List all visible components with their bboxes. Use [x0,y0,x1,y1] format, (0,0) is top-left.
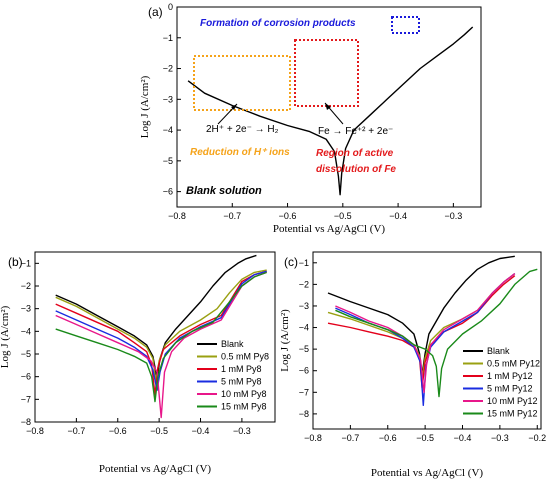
y-tick-label: −8 [21,417,31,427]
x-tick-label: −0.3 [491,433,509,443]
series-line-15-mm-py8 [55,271,267,403]
panel-label: (a) [148,5,163,19]
series-line-10-mm-py12 [335,273,516,393]
x-axis-title: Potential vs Ag/AgCl (V) [371,467,483,479]
y-tick-label: −3 [299,301,309,311]
x-tick-label: −0.7 [67,426,85,436]
legend-label: 10 mM Py12 [487,396,538,406]
x-tick-label: −0.8 [304,433,322,443]
x-tick-label: −0.2 [528,433,546,443]
y-axis-title: Log J (A/cm²) [0,305,11,368]
series-line-15-mm-py12 [335,268,538,398]
active-region-box [294,39,359,107]
y-tick-label: −2 [163,64,173,74]
y-tick-label: −4 [163,125,173,135]
y-tick-label: 0 [168,2,173,12]
series-line-blank-solution [187,26,474,196]
x-tick-label: −0.4 [389,211,407,221]
corrosion-region-box [391,16,420,34]
x-tick-label: −0.5 [416,433,434,443]
series-line-1-mm-py8 [55,270,267,396]
legend-label: 0.5 mM Py8 [221,352,269,362]
legend-label: 1 mM Py8 [221,364,262,374]
y-tick-label: −3 [21,304,31,314]
chart-panel-c: −0.8 −0.7 −0.6 −0.5 −0.4 −0.3 −0.2 −1 −2 −3 −4 −5 −6… [279,251,546,479]
x-tick-label: −0.8 [168,211,186,221]
x-axis-title: Potential vs Ag/AgCl (V) [273,223,385,235]
y-tick-label: −4 [21,326,31,336]
series-line-10-mm-py8 [55,271,267,419]
series-line-0.5-mm-py8 [55,269,267,382]
legend-label: 1 mM Py12 [487,371,533,381]
panel-label: (c) [284,255,298,269]
active-label-line2: dissolution of Fe [316,164,396,175]
plot-frame [34,251,276,423]
y-tick-label: −7 [299,387,309,397]
y-tick-label: −7 [21,394,31,404]
y-tick-label: −5 [163,156,173,166]
y-tick-label: −5 [21,349,31,359]
active-arrowhead [325,103,331,110]
y-tick-label: −5 [299,344,309,354]
y-tick-label: −6 [163,187,173,197]
legend-label: 10 mM Py8 [221,389,267,399]
series-line-blank [327,255,515,376]
reduction-region-box [193,55,291,111]
y-tick-label: −4 [299,323,309,333]
legend-label: Blank [487,346,510,356]
y-tick-label: −2 [21,281,31,291]
x-tick-label: −0.7 [223,211,241,221]
panel-label: (b) [8,255,23,269]
y-tick-label: −3 [163,94,173,104]
corrosion-products-label: Formation of corrosion products [200,18,356,29]
x-tick-label: −0.5 [150,426,168,436]
blank-solution-label: Blank solution [186,185,262,197]
reduction-label: Reduction of H⁺ ions [190,147,290,158]
y-tick-label: −2 [299,279,309,289]
y-tick-label: −8 [299,409,309,419]
x-tick-label: −0.4 [454,433,472,443]
x-tick-label: −0.8 [26,426,44,436]
plot-frame [312,251,542,430]
legend-label: 5 mM Py8 [221,377,262,387]
plot-frame [176,6,482,208]
x-tick-label: −0.3 [233,426,251,436]
y-tick-label: −6 [21,372,31,382]
fe-equation: Fe → Fe⁺² + 2e⁻ [318,126,393,137]
x-tick-label: −0.6 [379,433,397,443]
y-tick-label: −1 [163,33,173,43]
x-axis-title: Potential vs Ag/AgCl (V) [99,463,211,475]
reduction-arrowhead [231,104,237,110]
x-tick-label: −0.5 [334,211,352,221]
chart-panel-b: −0.8 −0.7 −0.6 −0.5 −0.4 −0.3 −1 −2 −3 −4 −5 −6 −7 −8… [0,251,276,475]
x-tick-label: −0.4 [192,426,210,436]
y-tick-label: −6 [299,366,309,376]
reduction-equation: 2H⁺ + 2e⁻ → H₂ [206,124,279,135]
active-label-line1: Region of active [316,148,394,159]
legend-label: Blank [221,339,244,349]
y-tick-label: −1 [299,258,309,268]
legend-label: 15 mM Py12 [487,409,538,419]
y-tick-label: −1 [21,258,31,268]
x-tick-label: −0.3 [444,211,462,221]
x-tick-label: −0.6 [109,426,127,436]
y-axis-title: Log J (A/cm²) [279,309,291,372]
x-tick-label: −0.7 [341,433,359,443]
y-axis-title: Log J (A/cm²) [139,75,151,138]
legend-label: 15 mM Py8 [221,402,267,412]
legend-label: 0.5 mM Py12 [487,359,540,369]
x-tick-label: −0.6 [279,211,297,221]
chart-panel-a: −0.8 −0.7 −0.6 −0.5 −0.4 −0.3 0 −1 −2 −3 −4 −5 −6 Pot… [139,2,482,235]
legend-label: 5 mM Py12 [487,384,533,394]
